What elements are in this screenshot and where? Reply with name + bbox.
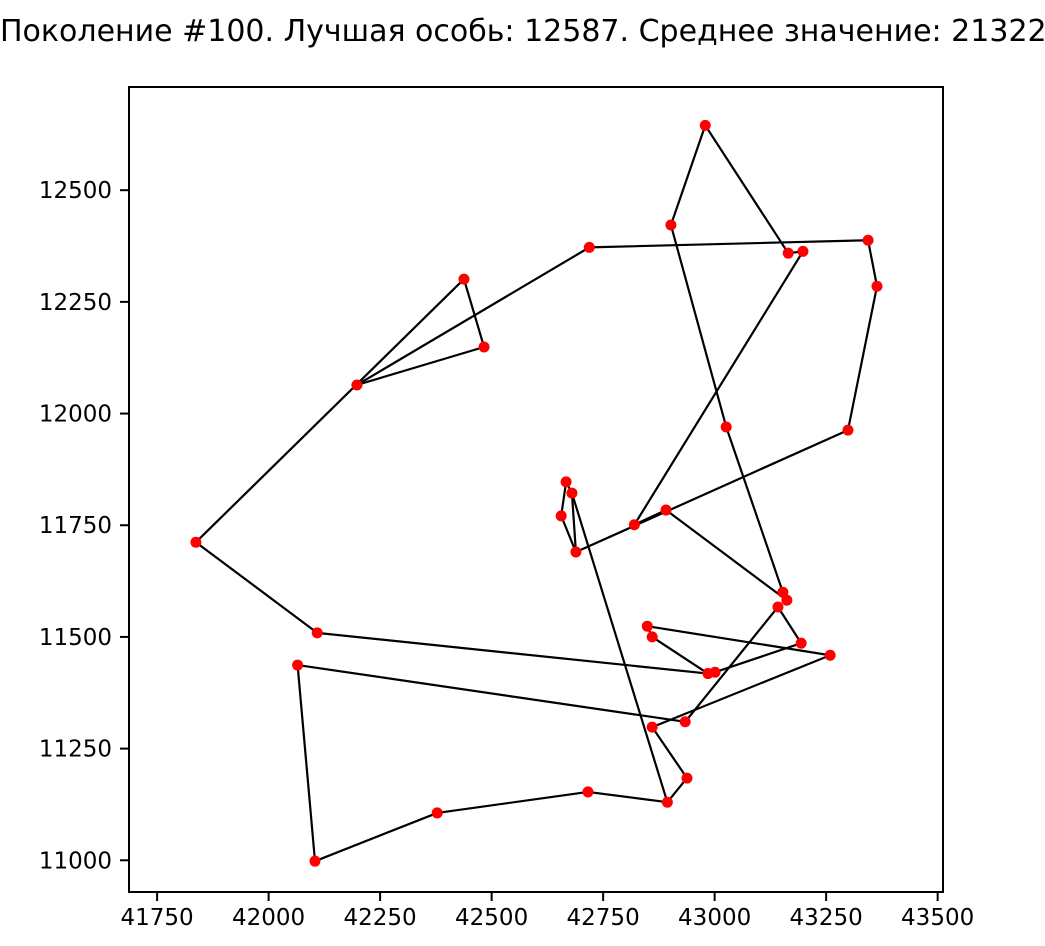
data-point: [862, 234, 874, 246]
x-tick-label: 42500: [455, 905, 528, 931]
tour-edge: [570, 491, 578, 554]
data-point: [782, 247, 794, 259]
tour-edge: [704, 124, 790, 255]
data-point: [646, 631, 658, 643]
tour-edge: [651, 726, 689, 780]
tour-edge: [296, 663, 317, 863]
tour-edge: [355, 345, 486, 387]
data-point: [797, 245, 809, 257]
data-point: [781, 594, 793, 606]
tour-edge: [646, 625, 832, 657]
tour-edge: [560, 480, 568, 517]
chart-title: Поколение #100. Лучшая особь: 12587. Сре…: [0, 14, 1045, 49]
data-point: [478, 341, 490, 353]
tour-edge: [684, 605, 780, 723]
tour-edge: [560, 514, 578, 554]
data-point: [570, 546, 582, 558]
tour-edge: [669, 223, 728, 429]
tour-edge: [586, 790, 669, 804]
data-point: [681, 772, 693, 784]
tour-edge: [725, 425, 784, 594]
tour-edge: [194, 541, 319, 634]
x-tick-label: 43500: [901, 905, 974, 931]
x-tick-label: 42750: [567, 905, 640, 931]
tour-edge: [633, 250, 805, 526]
data-point: [311, 627, 323, 639]
x-tick-label: 43000: [678, 905, 751, 931]
y-tick-label: 11500: [39, 625, 112, 651]
tour-edge: [846, 285, 879, 432]
data-point: [560, 476, 572, 488]
data-point: [824, 649, 836, 661]
data-point: [661, 796, 673, 808]
data-point: [431, 807, 443, 819]
data-point: [842, 424, 854, 436]
tour-edge: [588, 239, 870, 249]
tour-edge: [313, 811, 439, 863]
data-point: [351, 379, 363, 391]
data-point: [566, 487, 578, 499]
data-point: [641, 620, 653, 632]
data-point: [646, 721, 658, 733]
tour-edge: [462, 277, 486, 349]
y-tick-label: 11750: [39, 513, 112, 539]
data-point: [709, 666, 721, 678]
tour-edge: [651, 654, 832, 729]
tour-edge: [776, 605, 803, 645]
data-point: [309, 855, 321, 867]
tour-edge: [574, 428, 850, 554]
y-tick-label: 12250: [39, 290, 112, 316]
tour-edge: [669, 124, 707, 227]
x-tick-label: 42000: [232, 905, 305, 931]
tour-edge: [866, 239, 879, 288]
tour-edge: [436, 790, 590, 815]
tour-edge: [296, 663, 687, 723]
y-tick-label: 11000: [39, 848, 112, 874]
data-point: [699, 119, 711, 131]
axes-spines: [128, 86, 944, 893]
data-point: [871, 280, 883, 292]
data-point: [582, 786, 594, 798]
x-tick-label: 41750: [121, 905, 194, 931]
data-point: [660, 504, 672, 516]
data-point: [458, 273, 470, 285]
tour-edge: [570, 491, 669, 804]
y-tick-label: 11250: [39, 737, 112, 763]
data-point: [190, 536, 202, 548]
data-point: [555, 510, 567, 522]
data-point: [772, 601, 784, 613]
data-point: [665, 219, 677, 231]
tour-edge: [651, 635, 710, 675]
tour-edge: [194, 277, 466, 544]
data-point: [720, 421, 732, 433]
data-point: [583, 241, 595, 253]
tour-edge: [664, 508, 788, 602]
data-point: [679, 716, 691, 728]
tour-edge: [316, 631, 710, 675]
x-tick-label: 43250: [790, 905, 863, 931]
data-point: [628, 519, 640, 531]
x-tick-label: 42250: [344, 905, 417, 931]
y-tick-label: 12500: [39, 178, 112, 204]
tour-edge: [355, 246, 591, 387]
y-tick-label: 12000: [39, 402, 112, 428]
data-point: [795, 637, 807, 649]
data-point: [292, 659, 304, 671]
